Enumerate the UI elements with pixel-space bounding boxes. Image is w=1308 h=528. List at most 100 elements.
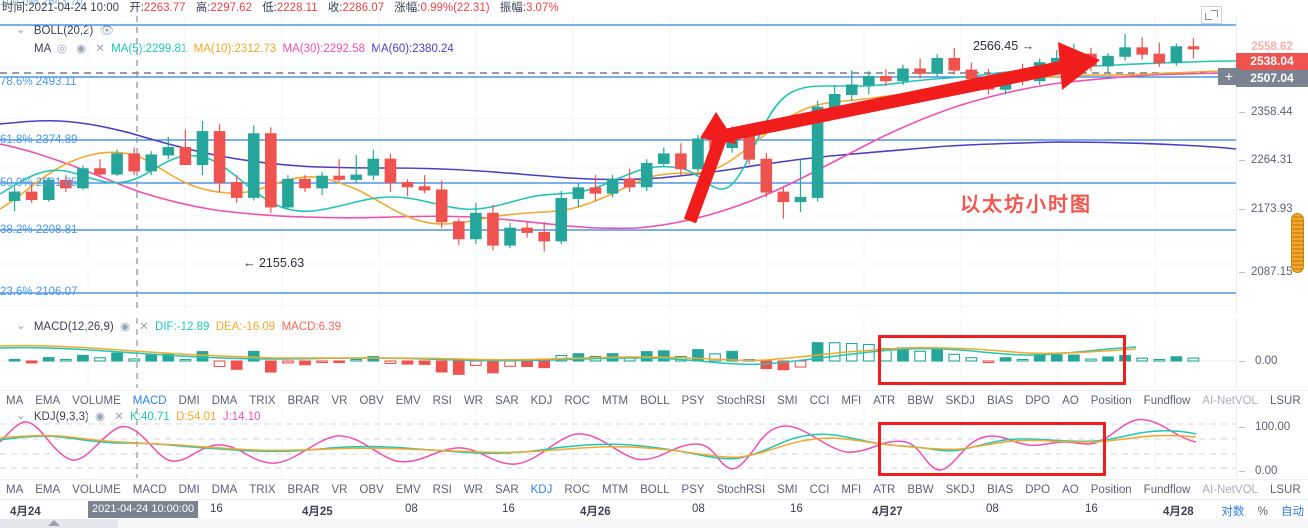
indicator-tab-dpo[interactable]: DPO <box>1025 484 1051 496</box>
indicator-tab-dma[interactable]: DMA <box>211 395 238 407</box>
indicator-tab-roc[interactable]: ROC <box>564 484 590 496</box>
kdj-chart-panel[interactable] <box>0 408 1236 478</box>
indicator-tab-lsur[interactable]: LSUR <box>1269 395 1301 407</box>
indicator-tab-skdj[interactable]: SKDJ <box>945 484 975 496</box>
indicator-tab-dmi[interactable]: DMI <box>178 484 200 496</box>
fullscreen-icon[interactable] <box>1201 6 1222 24</box>
indicator-tab-position[interactable]: Position <box>1090 395 1132 407</box>
close-icon[interactable]: ✕ <box>95 43 105 55</box>
chevron-down-icon[interactable]: ⌄ <box>16 410 26 422</box>
axis-scale-buttons: 对数 % 自动 <box>1211 503 1304 519</box>
price-chart-panel[interactable]: 78.6% 2493.11 61.8% 2374.89 50.0% 2291.8… <box>0 16 1236 313</box>
indicator-tab-stochrsi[interactable]: StochRSI <box>716 484 766 496</box>
fib-label-618: 61.8% 2374.89 <box>0 134 78 146</box>
scroll-caret-icon[interactable] <box>48 520 60 526</box>
indicator-tab-cci[interactable]: CCI <box>809 484 830 496</box>
macd-chart-panel[interactable] <box>0 318 1236 388</box>
indicator-tab-smi[interactable]: SMI <box>777 395 798 407</box>
indicator-tab-lsur[interactable]: LSUR <box>1269 484 1301 496</box>
indicator-tabstrip-bottom[interactable]: MA EMA VOLUME MACD DMI DMA TRIX BRAR VR OBV EMV RSI… <box>0 479 1308 499</box>
indicator-tab-sar[interactable]: SAR <box>494 484 519 496</box>
auto-scale-button[interactable]: 自动 <box>1281 506 1304 518</box>
indicator-tab-dma[interactable]: DMA <box>211 484 238 496</box>
indicator-tab-brar[interactable]: BRAR <box>287 395 320 407</box>
indicator-tab-kdj[interactable]: KDJ <box>530 484 553 496</box>
indicator-tab-cci[interactable]: CCI <box>809 395 830 407</box>
indicator-tab-ema[interactable]: EMA <box>35 395 61 407</box>
indicator-tab-wr[interactable]: WR <box>463 484 483 496</box>
indicator-tab-emv[interactable]: EMV <box>395 484 421 496</box>
indicator-tab-boll[interactable]: BOLL <box>640 395 670 407</box>
indicator-tab-ao[interactable]: AO <box>1062 395 1079 407</box>
indicator-tab-mfi[interactable]: MFI <box>841 395 862 407</box>
indicator-tab-atr[interactable]: ATR <box>873 484 896 496</box>
indicator-tab-skdj[interactable]: SKDJ <box>945 395 975 407</box>
indicator-tab-trix[interactable]: TRIX <box>249 484 276 496</box>
indicator-tab-volume[interactable]: VOLUME <box>72 484 121 496</box>
indicator-tab-bbw[interactable]: BBW <box>907 484 934 496</box>
close-icon[interactable]: ✕ <box>114 411 124 423</box>
indicator-tab-mfi[interactable]: MFI <box>841 484 862 496</box>
chart-horizontal-scrollbar[interactable] <box>0 519 1308 528</box>
settings-icon[interactable]: ◉ <box>95 411 106 423</box>
indicator-tab-ma[interactable]: MA <box>6 395 24 407</box>
indicator-tab-ao[interactable]: AO <box>1062 484 1079 496</box>
indicator-tab-ma[interactable]: MA <box>6 484 24 496</box>
indicator-tabstrip-top[interactable]: MA EMA VOLUME MACD DMI DMA TRIX BRAR VR OBV EMV RSI… <box>0 390 1308 410</box>
indicator-tab-psy[interactable]: PSY <box>681 484 705 496</box>
kdj-indicator-header[interactable]: ⌄ KDJ(9,3,3) ◉ ✕ K:40.71 D:54.01 J:14.10 <box>16 410 261 424</box>
indicator-tab-bias[interactable]: BIAS <box>986 395 1014 407</box>
eye-icon[interactable]: ◎ <box>56 43 67 55</box>
indicator-tab-obv[interactable]: OBV <box>359 395 384 407</box>
percent-scale-button[interactable]: % <box>1257 506 1268 518</box>
indicator-tab-atr[interactable]: ATR <box>873 395 896 407</box>
indicator-tab-dpo[interactable]: DPO <box>1025 395 1051 407</box>
macd-indicator-header[interactable]: ⌄ MACD(12,26,9) ◉ ✕ DIF:-12.89 DEA:-16.0… <box>16 320 341 334</box>
indicator-tab-position[interactable]: Position <box>1090 484 1132 496</box>
indicator-tab-macd[interactable]: MACD <box>132 395 167 407</box>
indicator-tab-emv[interactable]: EMV <box>395 395 421 407</box>
indicator-tab-mtm[interactable]: MTM <box>601 395 629 407</box>
indicator-tab-trix[interactable]: TRIX <box>249 395 276 407</box>
indicator-tab-ai-netvol[interactable]: AI-NetVOL <box>1202 484 1258 496</box>
indicator-tab-psy[interactable]: PSY <box>681 395 705 407</box>
indicator-tab-rsi[interactable]: RSI <box>432 484 452 496</box>
ma-indicator-header[interactable]: MA ◎ ◉ ✕ MA(5):2299.81 MA(10):2312.73 MA… <box>34 42 454 56</box>
indicator-tab-fundflow[interactable]: Fundflow <box>1143 395 1191 407</box>
add-alert-button[interactable]: + <box>1218 68 1240 85</box>
indicator-tab-ema[interactable]: EMA <box>35 484 61 496</box>
indicator-tab-bbw[interactable]: BBW <box>907 395 934 407</box>
indicator-tab-stochrsi[interactable]: StochRSI <box>716 395 766 407</box>
price-axis-scrollbar[interactable] <box>1291 213 1304 273</box>
candle <box>777 191 790 203</box>
indicator-tab-vr[interactable]: VR <box>331 395 348 407</box>
indicator-tab-vr[interactable]: VR <box>331 484 348 496</box>
indicator-tab-boll[interactable]: BOLL <box>640 484 670 496</box>
indicator-tab-ai-netvol[interactable]: AI-NetVOL <box>1202 395 1258 407</box>
settings-icon[interactable]: ◉ <box>119 321 130 333</box>
indicator-tab-obv[interactable]: OBV <box>359 484 384 496</box>
eye-off-icon[interactable]: 👁 <box>99 25 115 37</box>
indicator-tab-mtm[interactable]: MTM <box>601 484 629 496</box>
time-axis[interactable]: 4月24 16 4月25 08 16 4月26 08 16 4月27 08 16 4月28 2021-… <box>0 499 1308 519</box>
indicator-tab-macd[interactable]: MACD <box>132 484 167 496</box>
indicator-tab-fundflow[interactable]: Fundflow <box>1143 484 1191 496</box>
chevron-down-icon[interactable]: ⌄ <box>16 24 26 36</box>
settings-icon[interactable]: ◉ <box>76 43 87 55</box>
indicator-tab-sar[interactable]: SAR <box>494 395 519 407</box>
j-value: J:14.10 <box>222 411 261 423</box>
indicator-tab-dmi[interactable]: DMI <box>178 395 200 407</box>
indicator-tab-wr[interactable]: WR <box>463 395 483 407</box>
indicator-tab-roc[interactable]: ROC <box>564 395 590 407</box>
indicator-tab-kdj[interactable]: KDJ <box>530 395 553 407</box>
indicator-tab-volume[interactable]: VOLUME <box>72 395 121 407</box>
indicator-tab-brar[interactable]: BRAR <box>287 484 320 496</box>
indicator-tab-rsi[interactable]: RSI <box>432 395 452 407</box>
boll-indicator-header[interactable]: ⌄ BOLL(20,2) 👁 <box>16 24 117 38</box>
indicator-tab-smi[interactable]: SMI <box>777 484 798 496</box>
log-scale-button[interactable]: 对数 <box>1221 506 1245 518</box>
close-icon[interactable]: ✕ <box>139 321 149 333</box>
last-price-tag: 2538.04 <box>1236 53 1308 70</box>
chevron-down-icon[interactable]: ⌄ <box>16 320 26 332</box>
indicator-tab-bias[interactable]: BIAS <box>986 484 1014 496</box>
